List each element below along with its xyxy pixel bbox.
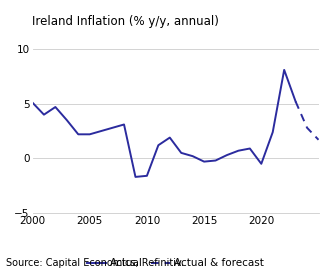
Text: Source: Capital Economics, Refinitiv.: Source: Capital Economics, Refinitiv.	[6, 257, 185, 268]
Legend: Actual, Actual & forecast: Actual, Actual & forecast	[83, 254, 268, 272]
Text: Ireland Inflation (% y/y, annual): Ireland Inflation (% y/y, annual)	[32, 15, 219, 28]
